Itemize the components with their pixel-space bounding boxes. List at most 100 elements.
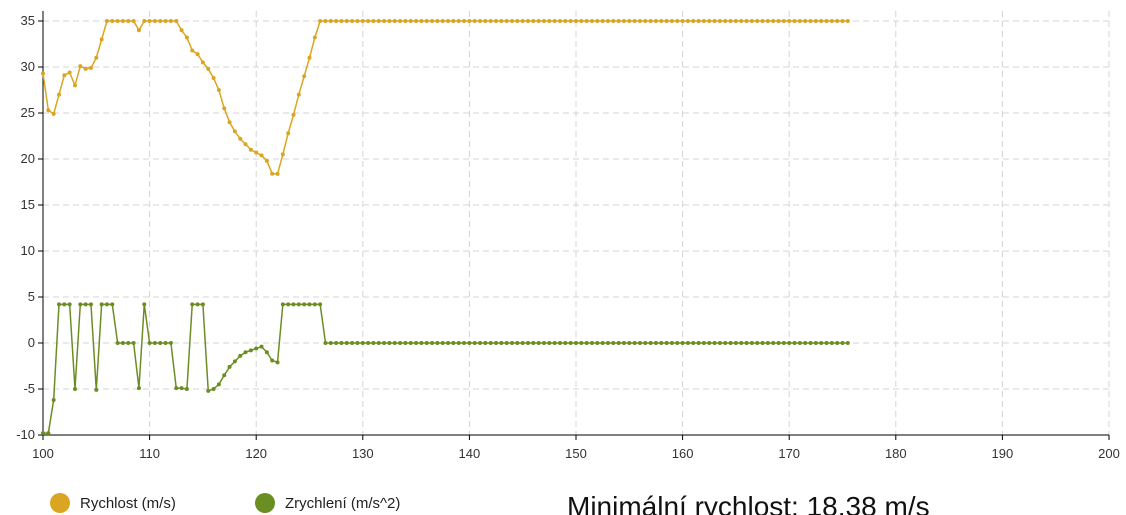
point	[174, 386, 179, 391]
point	[88, 302, 93, 307]
point	[632, 341, 637, 345]
annotation: Minimální rychlost: 18.38 m/s	[567, 491, 930, 515]
x-tick-label: 140	[459, 446, 481, 461]
point	[781, 19, 786, 23]
point	[430, 19, 435, 23]
point	[136, 28, 141, 33]
point	[227, 364, 232, 369]
point	[739, 19, 744, 23]
point	[222, 373, 227, 378]
point	[286, 302, 291, 307]
point	[51, 398, 56, 403]
point	[739, 341, 744, 345]
point	[845, 19, 850, 23]
point	[424, 341, 429, 345]
point	[424, 19, 429, 23]
point	[574, 341, 578, 345]
point	[371, 19, 376, 23]
point	[83, 66, 88, 71]
point	[696, 19, 701, 23]
point	[147, 19, 152, 23]
point	[254, 346, 259, 351]
point	[222, 106, 227, 111]
point	[392, 341, 397, 345]
point	[664, 341, 669, 345]
point	[120, 19, 125, 23]
series-line	[43, 303, 848, 434]
point	[99, 302, 104, 307]
point	[819, 19, 824, 23]
point	[744, 341, 749, 345]
point	[435, 341, 440, 345]
point	[526, 19, 531, 23]
point	[691, 341, 696, 345]
point	[46, 431, 51, 436]
point	[430, 341, 435, 345]
point	[755, 341, 760, 345]
point	[446, 341, 451, 345]
point	[685, 341, 690, 345]
point	[104, 302, 109, 307]
point	[803, 19, 808, 23]
point	[291, 302, 296, 307]
point	[184, 387, 189, 391]
point	[302, 74, 307, 79]
point	[62, 73, 67, 78]
point	[510, 19, 515, 23]
point	[499, 341, 504, 345]
point	[131, 341, 136, 345]
point	[190, 302, 195, 307]
point	[467, 341, 472, 345]
point	[318, 19, 323, 23]
point	[675, 19, 680, 23]
point	[195, 302, 200, 307]
point	[302, 302, 307, 307]
point	[829, 19, 834, 23]
point	[669, 19, 674, 23]
point	[808, 341, 813, 345]
point	[280, 152, 285, 157]
point	[355, 19, 360, 23]
y-tick-label: 0	[28, 335, 35, 350]
point	[195, 52, 200, 57]
point	[334, 341, 339, 345]
point	[323, 341, 328, 345]
point	[206, 388, 211, 393]
x-tick-label: 120	[245, 446, 267, 461]
point	[190, 48, 195, 53]
point	[78, 64, 83, 69]
point	[691, 19, 696, 23]
y-tick-label: -5	[23, 381, 35, 396]
point	[414, 341, 419, 345]
point	[787, 341, 792, 345]
point	[520, 19, 525, 23]
point	[467, 19, 472, 23]
point	[520, 341, 525, 345]
point	[110, 302, 115, 307]
point	[744, 19, 749, 23]
point	[83, 302, 88, 307]
point	[72, 387, 77, 391]
point	[680, 19, 685, 23]
point	[403, 19, 408, 23]
point	[595, 341, 600, 345]
point	[72, 83, 77, 88]
point	[307, 302, 312, 307]
point	[478, 19, 483, 23]
point	[376, 341, 381, 345]
point	[483, 19, 488, 23]
point	[136, 386, 141, 391]
point	[270, 358, 275, 363]
point	[168, 19, 173, 23]
point	[494, 341, 499, 345]
point	[88, 65, 93, 70]
point	[589, 19, 594, 23]
point	[760, 341, 765, 345]
point	[67, 302, 72, 307]
point	[669, 341, 674, 345]
point	[584, 19, 589, 23]
point	[728, 19, 733, 23]
point	[808, 19, 813, 23]
point	[659, 19, 664, 23]
point	[600, 341, 605, 345]
